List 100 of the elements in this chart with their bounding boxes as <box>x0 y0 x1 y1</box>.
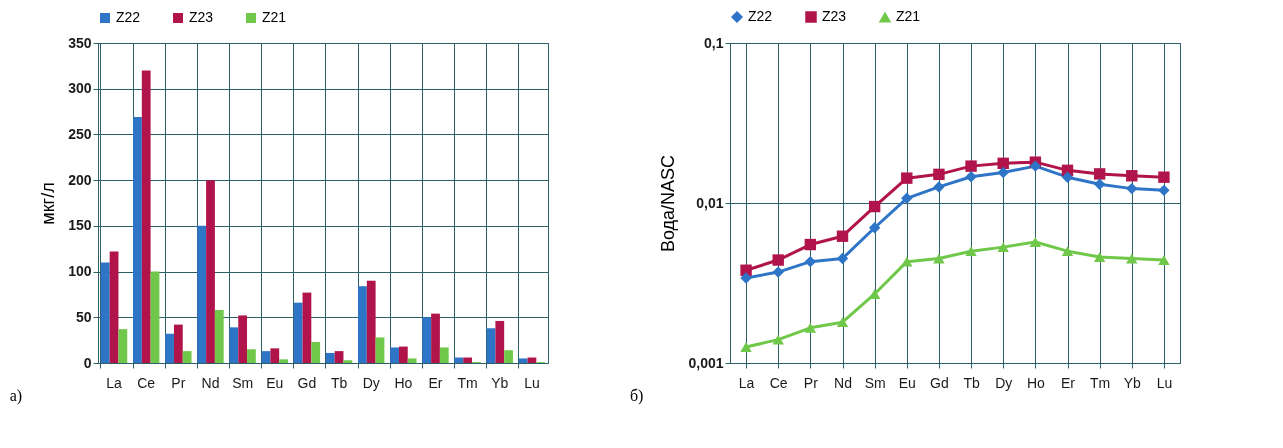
bar <box>366 280 376 363</box>
point <box>868 200 881 213</box>
bar <box>173 324 183 363</box>
y-tick-label: 250 <box>68 125 92 142</box>
point <box>1029 237 1042 247</box>
bar <box>495 320 505 363</box>
bar <box>358 286 367 363</box>
x-tick-label: Er <box>428 374 443 391</box>
x-tick-label: Tb <box>963 374 980 391</box>
bar <box>165 333 174 363</box>
point <box>1158 184 1170 197</box>
y-axis-title: мкг/л <box>38 182 59 225</box>
legend-label: Z23 <box>189 9 214 25</box>
bar <box>206 180 215 363</box>
point <box>1029 160 1042 172</box>
x-tick-label: Pr <box>171 374 186 391</box>
bar <box>141 70 151 363</box>
bar <box>229 327 239 363</box>
y-tick-label: 0,1 <box>704 34 724 51</box>
bar <box>150 271 160 363</box>
point <box>1126 182 1138 195</box>
point <box>1093 252 1106 262</box>
bar <box>302 292 312 363</box>
bar <box>270 348 280 363</box>
point <box>804 255 817 268</box>
bar <box>390 347 399 363</box>
point <box>1158 171 1170 183</box>
x-tick-label: Dy <box>995 374 1013 391</box>
x-tick-label: Gd <box>930 374 949 391</box>
legend-label: Z21 <box>262 9 287 25</box>
point <box>740 342 752 352</box>
point <box>997 242 1009 253</box>
bar <box>407 358 417 363</box>
bar <box>133 117 142 363</box>
bar <box>375 337 385 363</box>
point <box>965 246 977 257</box>
x-tick-label: Ce <box>137 374 156 391</box>
bar <box>486 328 496 363</box>
x-tick-label: Nd <box>834 374 852 391</box>
point <box>901 192 913 204</box>
x-tick-label: Yb <box>491 374 509 391</box>
bar <box>504 350 513 363</box>
y-tick-label: 150 <box>68 217 92 234</box>
bar <box>343 360 353 363</box>
y-tick-label: 0,001 <box>688 354 724 371</box>
y-tick-label: 50 <box>75 308 92 325</box>
text: а) <box>9 387 23 405</box>
text: б) <box>629 387 644 405</box>
point <box>804 322 817 333</box>
y-tick-label: 100 <box>68 263 92 280</box>
bar <box>279 359 288 363</box>
bar <box>182 351 192 363</box>
x-tick-label: Eu <box>898 374 916 391</box>
point <box>1061 246 1074 257</box>
x-tick-label: Ce <box>769 374 788 391</box>
bar <box>109 251 119 363</box>
x-tick-label: Nd <box>201 374 220 391</box>
x-tick-label: Sm <box>864 374 886 391</box>
point <box>965 171 977 183</box>
legend-label: Z21 <box>896 8 921 25</box>
legend-label: Z23 <box>822 8 847 24</box>
point <box>1093 168 1106 180</box>
bar <box>463 357 473 363</box>
point <box>804 238 817 251</box>
point <box>1126 253 1138 264</box>
point <box>901 172 913 184</box>
x-tick-label: Er <box>1061 374 1076 391</box>
y-axis-title: Вода/NASC <box>658 154 679 253</box>
point <box>740 264 752 276</box>
x-tick-label: Yb <box>1123 374 1142 391</box>
bar <box>311 341 321 363</box>
bar <box>431 313 440 363</box>
point <box>933 253 945 264</box>
legend-label: Z22 <box>116 9 141 25</box>
legend-label: Z22 <box>748 8 773 24</box>
bar <box>454 357 464 363</box>
point <box>933 168 945 181</box>
bar <box>118 329 128 363</box>
point <box>740 272 752 284</box>
point <box>868 222 881 234</box>
point <box>1126 170 1138 182</box>
x-tick-label: Ho <box>1026 374 1046 391</box>
x-tick-label: La <box>106 374 123 391</box>
bar <box>214 309 224 363</box>
x-tick-label: Lu <box>1156 374 1173 391</box>
x-tick-label: Tm <box>457 374 478 391</box>
point <box>997 166 1009 179</box>
y-tick-label: 350 <box>68 34 92 51</box>
x-tick-label: La <box>738 374 755 391</box>
bar <box>100 262 110 363</box>
x-tick-label: Lu <box>524 374 540 391</box>
x-tick-label: Ho <box>394 374 413 391</box>
bar <box>518 358 528 363</box>
point <box>965 160 977 172</box>
x-tick-label: Sm <box>232 374 254 391</box>
point <box>1158 255 1170 265</box>
bar <box>334 351 344 363</box>
point <box>1061 171 1074 183</box>
x-tick-label: Pr <box>803 374 819 391</box>
x-tick-label: Eu <box>266 374 284 391</box>
